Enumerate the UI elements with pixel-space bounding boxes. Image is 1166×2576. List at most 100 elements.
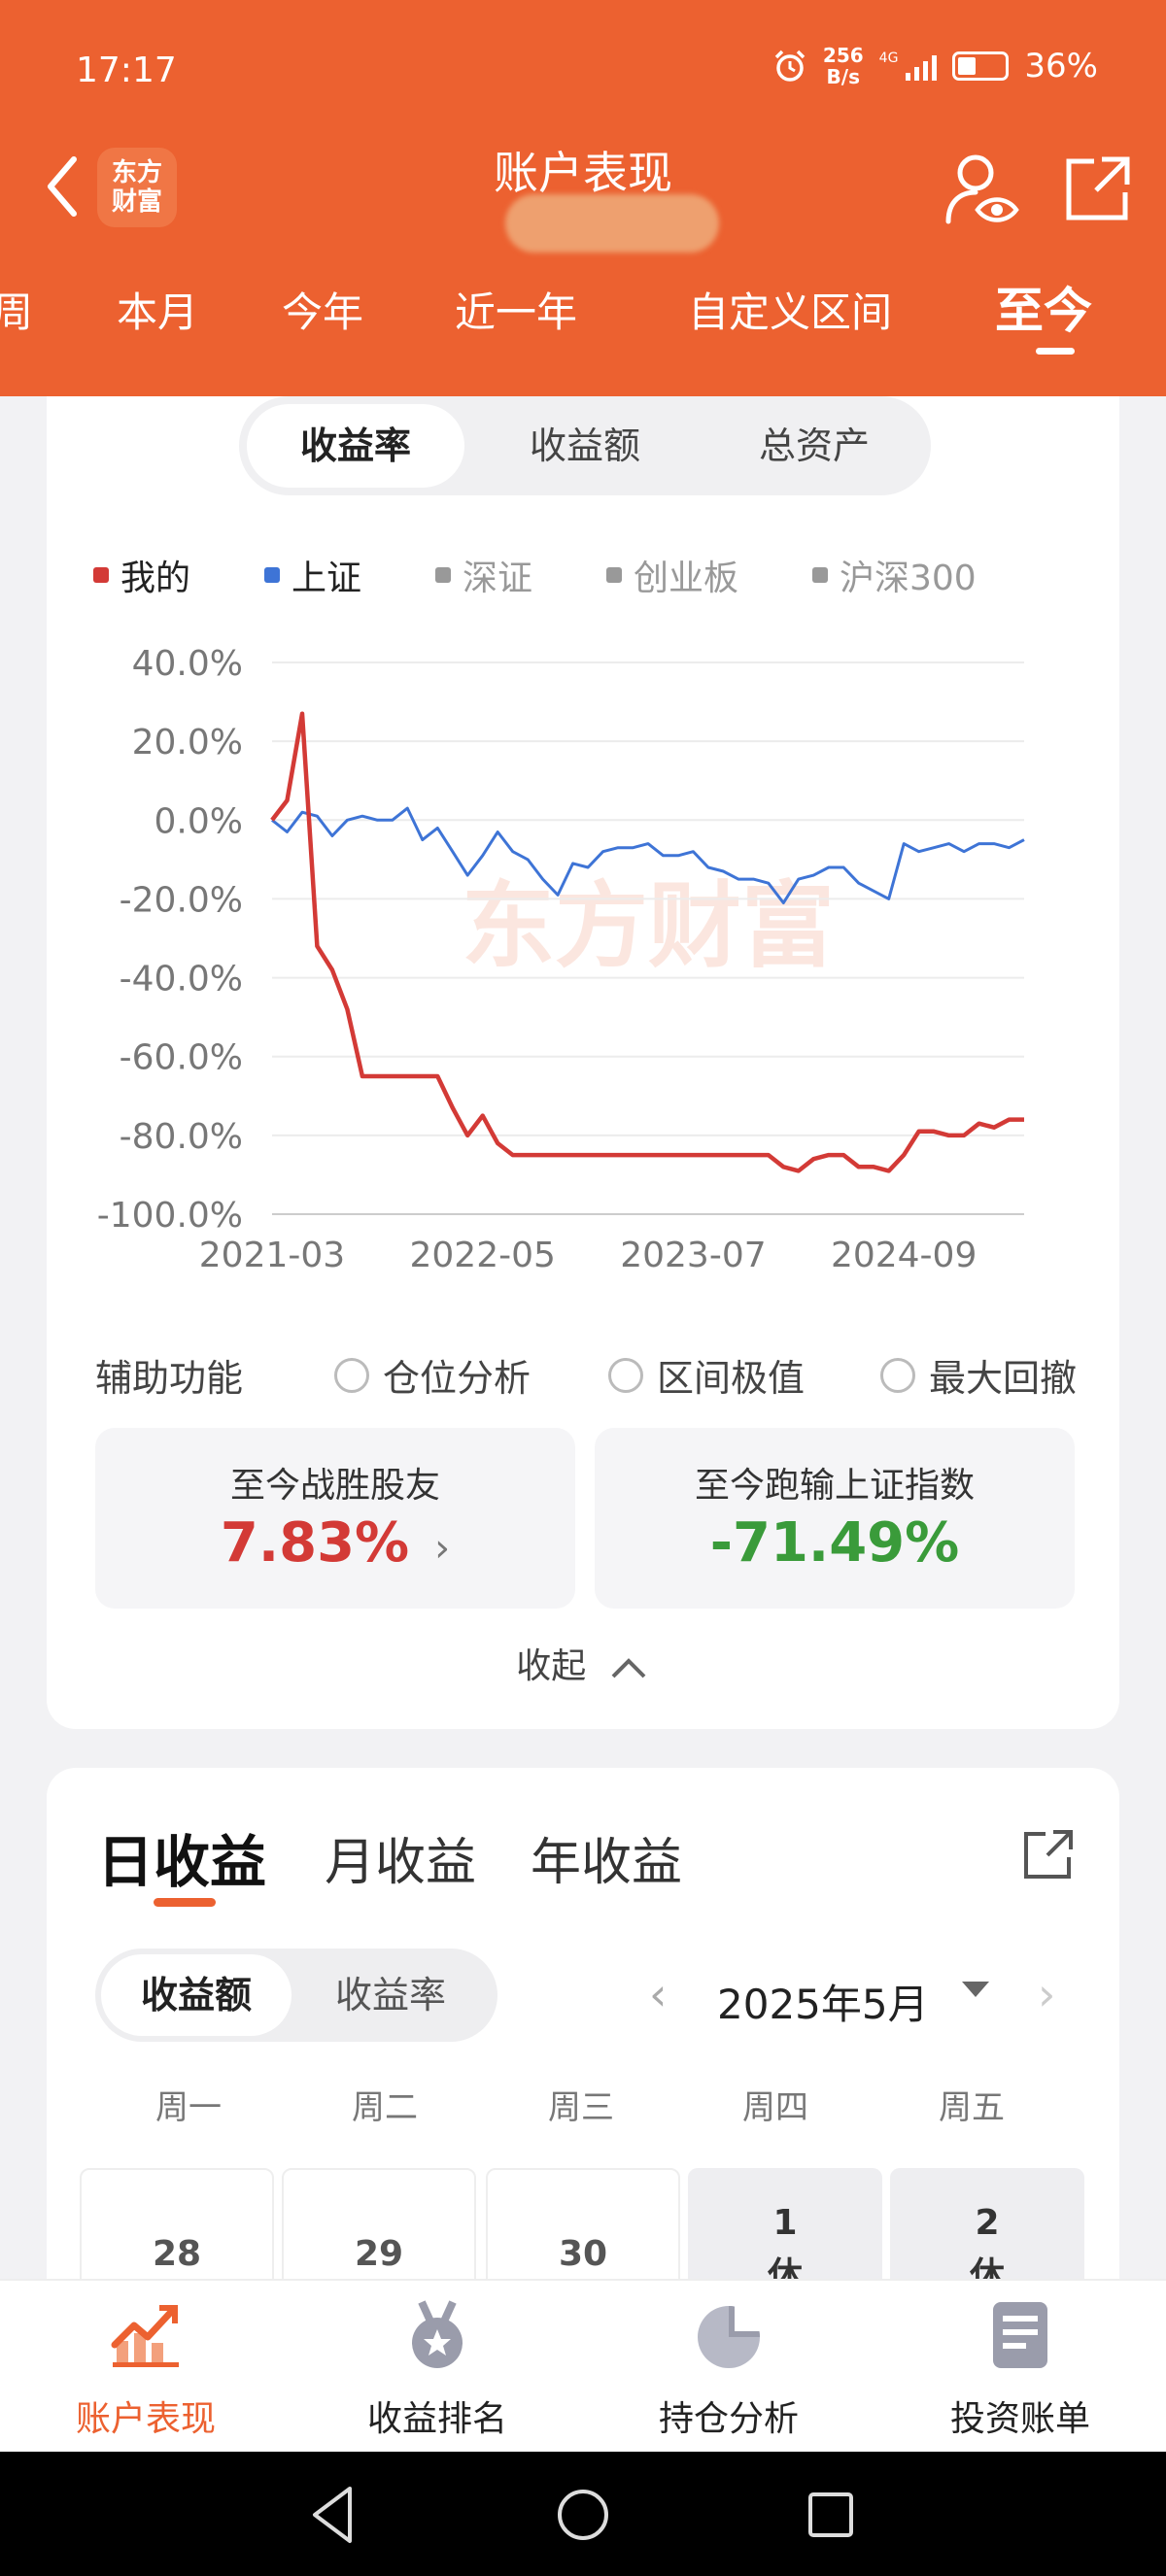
performance-card: 收益率 收益额 总资产 我的 上证 深证 创业板 沪深300 东方财富 40.0… xyxy=(47,396,1119,1729)
alarm-icon xyxy=(774,50,806,82)
app-logo: 东方 财富 xyxy=(97,148,177,227)
tab-holdings-analysis[interactable]: 持仓分析 xyxy=(583,2298,874,2441)
tab-last-year[interactable]: 近一年 xyxy=(455,288,578,336)
x-tick-label: 2023-07 xyxy=(620,1236,766,1275)
legend-mine[interactable]: 我的 xyxy=(93,550,190,600)
legend-swatch xyxy=(435,567,451,583)
collapse-button[interactable]: 收起 xyxy=(47,1638,1119,1688)
x-tick-label: 2024-09 xyxy=(831,1236,977,1275)
y-tick-label: -80.0% xyxy=(120,1117,243,1157)
radio-icon xyxy=(880,1357,915,1393)
nav-recents-icon[interactable] xyxy=(797,2481,865,2549)
aux-range-extremes[interactable]: 区间极值 xyxy=(608,1348,805,1402)
weekday-label: 周三 xyxy=(548,2088,614,2127)
legend-shenzhen[interactable]: 深证 xyxy=(435,550,532,600)
chevron-right-icon[interactable]: › xyxy=(1038,1968,1056,2020)
x-tick-label: 2022-05 xyxy=(410,1236,556,1275)
beat-peers-label: 至今战胜股友 xyxy=(229,1466,440,1506)
nav-home-icon[interactable] xyxy=(549,2481,617,2549)
legend-swatch xyxy=(93,567,109,583)
nav-back-icon[interactable] xyxy=(301,2481,369,2549)
y-tick-label: 0.0% xyxy=(154,801,243,841)
vs-index-stat: 至今跑输上证指数 -71.49% xyxy=(595,1428,1075,1609)
aux-position-analysis[interactable]: 仓位分析 xyxy=(334,1348,531,1402)
legend-swatch xyxy=(606,567,622,583)
y-tick-label: -40.0% xyxy=(120,960,243,1000)
weekday-label: 周二 xyxy=(352,2088,418,2127)
document-icon xyxy=(993,2302,1047,2368)
beat-peers-stat[interactable]: 至今战胜股友 7.83% › xyxy=(95,1428,575,1609)
status-bar: 17:17 256 B/s 4G 36% xyxy=(0,0,1166,141)
medal-icon xyxy=(412,2300,463,2368)
status-time: 17:17 xyxy=(76,51,177,90)
aux-functions: 辅助功能 仓位分析 区间极值 最大回撤 xyxy=(95,1348,1115,1407)
radio-icon xyxy=(334,1357,369,1393)
system-nav-bar xyxy=(0,2452,1166,2576)
calendar-day[interactable]: 29 xyxy=(282,2168,476,2283)
beat-peers-value: 7.83% › xyxy=(220,1511,451,1575)
vs-index-value: -71.49% xyxy=(709,1511,960,1575)
calendar-day[interactable]: 28 xyxy=(80,2168,274,2283)
month-navigator: ‹ 2025年5月 › xyxy=(649,1958,1106,2036)
user-privacy-icon[interactable] xyxy=(943,146,1020,233)
metric-total-assets[interactable]: 总资产 xyxy=(758,424,870,467)
vs-index-label: 至今跑输上证指数 xyxy=(694,1466,975,1506)
active-tab-indicator xyxy=(1036,348,1075,355)
radio-icon xyxy=(608,1357,643,1393)
chart-watermark: 东方财富 xyxy=(462,871,835,980)
bottom-tab-bar: 账户表现 收益排名 持仓分析 投资账单 xyxy=(0,2279,1166,2452)
chevron-up-icon xyxy=(611,1658,646,1678)
weekday-label: 周五 xyxy=(939,2088,1005,2127)
tab-yearly-earnings[interactable]: 年收益 xyxy=(531,1834,683,1892)
x-tick-label: 2021-03 xyxy=(199,1236,345,1275)
tab-this-year[interactable]: 今年 xyxy=(282,288,364,336)
tab-this-month[interactable]: 本月 xyxy=(117,288,199,336)
legend-swatch xyxy=(264,567,280,583)
y-tick-label: 20.0% xyxy=(132,723,243,763)
tab-earnings-ranking[interactable]: 收益排名 xyxy=(292,2298,583,2441)
series-line-mine xyxy=(270,711,1024,1173)
y-tick-label: 40.0% xyxy=(132,644,243,684)
tab-custom-range[interactable]: 自定义区间 xyxy=(688,288,893,336)
month-label[interactable]: 2025年5月 xyxy=(717,1981,929,2028)
tab-account-performance[interactable]: 账户表现 xyxy=(0,2298,292,2441)
trend-chart-icon xyxy=(111,2305,179,2367)
toggle-amount[interactable]: 收益额 xyxy=(101,1954,292,2036)
y-tick-label: -100.0% xyxy=(97,1196,243,1236)
tab-since-inception[interactable]: 至今 xyxy=(995,283,1092,339)
net-speed: 256 B/s xyxy=(822,44,864,88)
aux-max-drawdown[interactable]: 最大回撤 xyxy=(880,1348,1077,1402)
legend-shanghai[interactable]: 上证 xyxy=(264,550,361,600)
tab-week[interactable]: 周 xyxy=(0,288,34,336)
return-line-chart: 东方财富 40.0% 20.0% 0.0% -20.0% -40.0% -60.0% -80… xyxy=(97,644,1025,1275)
toggle-rate[interactable]: 收益率 xyxy=(334,1974,446,2017)
earnings-card: 日收益 月收益 年收益 收益额 收益率 ‹ 2025年5月 › 周一 周二 周三… xyxy=(47,1768,1119,2283)
tab-investment-bill[interactable]: 投资账单 xyxy=(874,2298,1166,2441)
share-icon[interactable] xyxy=(1018,1824,1079,1884)
chevron-left-icon[interactable]: ‹ xyxy=(649,1968,668,2020)
status-icons: 256 B/s 4G 36% xyxy=(772,45,1098,87)
caret-down-icon[interactable] xyxy=(962,1982,989,1997)
battery-percent: 36% xyxy=(1024,47,1098,85)
metric-toggle: 收益率 收益额 总资产 xyxy=(239,396,931,495)
metric-return-rate[interactable]: 收益率 xyxy=(247,404,464,488)
legend-csi300[interactable]: 沪深300 xyxy=(812,550,977,600)
legend-chinext[interactable]: 创业板 xyxy=(606,550,738,600)
share-icon[interactable] xyxy=(1059,150,1137,227)
y-tick-label: -20.0% xyxy=(120,880,243,920)
tab-monthly-earnings[interactable]: 月收益 xyxy=(325,1834,477,1892)
metric-return-amount[interactable]: 收益额 xyxy=(529,424,640,467)
tab-daily-earnings[interactable]: 日收益 xyxy=(97,1829,267,1895)
aux-label: 辅助功能 xyxy=(95,1357,244,1400)
back-icon[interactable] xyxy=(35,150,89,223)
series-line-shanghai xyxy=(271,806,1025,904)
masked-account-name xyxy=(505,194,719,253)
period-tabs: 周 本月 今年 近一年 自定义区间 至今 xyxy=(0,272,1166,369)
weekday-label: 周四 xyxy=(742,2088,808,2127)
calendar-day[interactable]: 30 xyxy=(486,2168,680,2283)
header: 17:17 256 B/s 4G 36% 东方 财富 xyxy=(0,0,1166,396)
legend-swatch xyxy=(812,567,828,583)
active-tab-indicator xyxy=(154,1898,216,1907)
